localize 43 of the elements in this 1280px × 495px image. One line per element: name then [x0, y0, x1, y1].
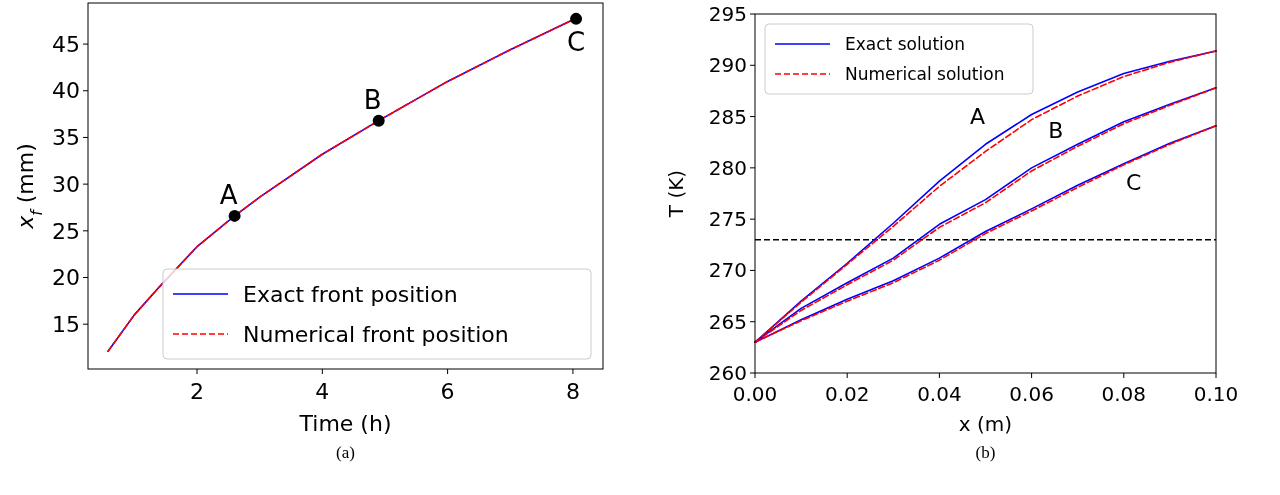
- x-tick-label: 0.06: [1009, 382, 1054, 406]
- y-tick-label: 265: [708, 309, 747, 334]
- x-tick-label: 0.10: [1193, 382, 1239, 406]
- annotation: C: [566, 26, 586, 57]
- y-tick-label: 260: [708, 361, 747, 385]
- x-tick-label: 8: [565, 379, 580, 404]
- y-tick-label: 15: [52, 311, 80, 337]
- point: [372, 114, 385, 127]
- text: (b): [975, 443, 996, 462]
- y-tick-label: 280: [708, 155, 747, 180]
- point: [228, 209, 241, 222]
- x-tick-label: 4: [315, 379, 330, 404]
- x-tick-label: 0.02: [824, 382, 870, 406]
- point: [570, 12, 583, 25]
- legend-label: Exact solution: [845, 33, 965, 54]
- x-tick-label: 0.00: [732, 382, 778, 406]
- y-tick-label: 285: [708, 104, 747, 129]
- y-tick-label: 270: [708, 258, 747, 283]
- x-axis-title: x (m): [958, 412, 1013, 436]
- legend-label: Numerical solution: [845, 63, 1005, 84]
- text: (a): [336, 443, 355, 462]
- annotation: B: [1048, 118, 1064, 144]
- y-tick-label: 30: [52, 171, 80, 197]
- y-tick-label: 45: [52, 31, 80, 57]
- y-axis-title: T (K): [664, 169, 688, 219]
- x-tick-label: 2: [190, 379, 205, 404]
- annotation: C: [1126, 169, 1142, 195]
- y-tick-label: 290: [708, 53, 747, 78]
- legend-label: Exact front position: [243, 281, 458, 307]
- legend-label: Numerical front position: [243, 321, 509, 347]
- x-tick-label: 0.08: [1101, 382, 1147, 406]
- annotation: A: [219, 179, 238, 210]
- annotation: B: [363, 84, 382, 115]
- y-tick-label: 40: [52, 78, 80, 104]
- y-tick-label: 275: [708, 207, 747, 232]
- y-tick-label: 295: [708, 2, 747, 26]
- y-tick-label: 20: [52, 265, 80, 291]
- y-tick-label: 25: [52, 218, 80, 244]
- annotation: A: [969, 104, 986, 130]
- x-axis-title: Time (h): [298, 411, 392, 436]
- x-tick-label: 0.04: [917, 382, 962, 406]
- y-tick-label: 35: [52, 125, 80, 151]
- x-tick-label: 6: [440, 379, 455, 404]
